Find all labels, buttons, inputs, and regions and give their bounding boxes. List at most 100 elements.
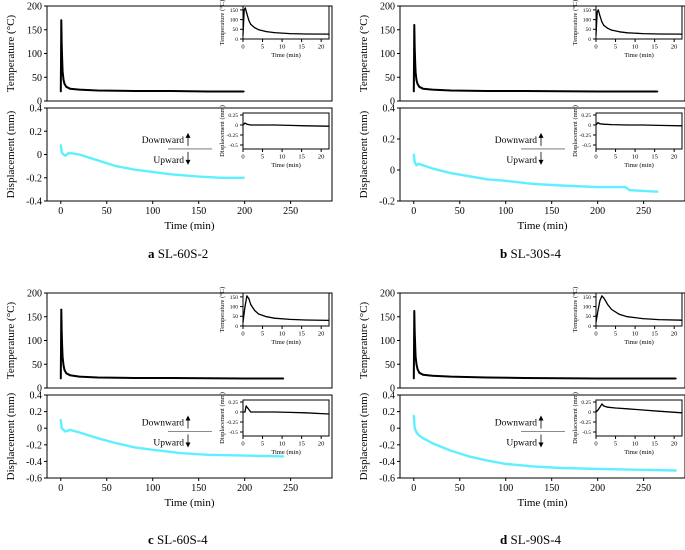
temperature-series-point	[486, 90, 489, 92]
displacement-inset-xtick-label: 15	[651, 441, 658, 448]
temperature-axes-ytick-label: 200	[27, 2, 42, 13]
temperature-inset-line-point	[607, 304, 609, 306]
temperature-inset-xtick-label: 0	[594, 331, 597, 338]
displacement-inset-xtick-label: 5	[261, 441, 264, 448]
temperature-inset-xtick-label: 10	[632, 331, 639, 338]
temperature-inset-line-point	[254, 27, 256, 29]
temperature-series-point	[78, 88, 81, 91]
displacement-axes-xtick-label: 200	[237, 483, 252, 494]
displacement-axes-xtick-label: 150	[191, 483, 206, 494]
displacement-series-point	[421, 437, 425, 440]
temperature-ylabel: Temperature (°C)	[5, 15, 17, 93]
displacement-inset-line-point	[626, 408, 628, 410]
displacement-series-point	[412, 153, 415, 156]
displacement-inset-xtick-label: 5	[614, 441, 617, 448]
displacement-series-point	[68, 428, 72, 431]
downward-label: Downward	[142, 136, 184, 146]
displacement-inset-line-point	[607, 406, 609, 408]
displacement-axes-xtick-label: 150	[191, 206, 206, 217]
temperature-inset-ytick-label: 150	[230, 295, 239, 301]
displacement-inset-ylabel: Displacement (mm)	[219, 392, 226, 444]
temperature-axes-ytick-label: 0	[390, 384, 395, 395]
displacement-axes-ytick-label: -0.4	[26, 457, 42, 468]
displacement-ylabel: Displacement (mm)	[358, 110, 370, 198]
displacement-series-point	[504, 179, 507, 182]
displacement-inset-line-point	[246, 123, 248, 125]
temperature-inset-xlabel: Time (min)	[271, 339, 301, 346]
temperature-inset-ytick-label: 150	[583, 295, 592, 301]
temperature-axes-ytick-label: 150	[380, 312, 395, 323]
temperature-series-point	[486, 376, 489, 379]
temperature-series-point	[656, 90, 659, 93]
temperature-series-point	[413, 331, 416, 333]
displacement-axes-xtick-label: 100	[145, 206, 160, 217]
temperature-inset-ytick-label: 150	[583, 8, 592, 14]
temperature-inset-line-point	[596, 11, 598, 13]
downward-arrow-head	[185, 415, 191, 421]
displacement-inset-background	[596, 400, 682, 436]
displacement-inset-xlabel: Time (min)	[624, 449, 654, 456]
temperature-series-point	[59, 90, 62, 93]
displacement-axes-xtick-label: 0	[58, 483, 63, 494]
temperature-series-point	[415, 79, 418, 81]
temperature-inset-ytick-label: 100	[583, 305, 592, 311]
upward-arrow-head	[538, 442, 544, 448]
displacement-inset-line-point	[289, 411, 291, 413]
displacement-axes-ytick-label: 0.4	[383, 391, 396, 402]
downward-label: Downward	[495, 136, 537, 146]
temperature-inset-background	[243, 293, 329, 326]
temperature-series-point	[133, 90, 136, 92]
upward-arrow-head	[185, 442, 191, 448]
displacement-inset-line-point	[599, 406, 601, 408]
displacement-axes-xtick-label: 200	[590, 206, 605, 217]
displacement-series-point	[412, 414, 415, 417]
temperature-series-point	[413, 46, 416, 49]
displacement-inset-line-point	[244, 411, 246, 413]
temperature-inset-line-point	[626, 32, 628, 34]
displacement-series-point	[421, 164, 425, 167]
temperature-series-point	[282, 377, 285, 380]
displacement-axes-ytick-label: -0.2	[26, 173, 42, 184]
temperature-inset-line-point	[618, 313, 621, 315]
displacement-inset-line-point	[250, 411, 252, 413]
displacement-axes-xtick-label: 0	[58, 206, 63, 217]
temperature-inset-line-point	[599, 300, 601, 302]
displacement-inset-frame	[242, 399, 330, 437]
temperature-inset-line-point	[289, 318, 291, 320]
temperature-inset-line-point	[248, 19, 250, 22]
displacement-series	[59, 145, 244, 180]
caption-c: c SL-60S-4	[148, 532, 208, 548]
downward-label: Downward	[495, 419, 537, 429]
temperature-series-point	[63, 369, 66, 371]
temperature-inset-line-point	[304, 33, 307, 35]
displacement-axes-ytick-label: -0.6	[26, 474, 42, 485]
displacement-inset-line-point	[595, 124, 597, 126]
temperature-series-point	[62, 78, 65, 81]
displacement-series-point	[151, 170, 154, 174]
temperature-series	[59, 19, 244, 93]
temperature-series-point	[413, 24, 416, 26]
displacement-inset-ytick-label: 0.25	[228, 113, 238, 119]
displacement-inset-line-point	[242, 124, 244, 126]
caption-c-letter: c	[148, 532, 154, 547]
temperature-series-point	[431, 88, 434, 91]
temperature-inset-xtick-label: 10	[632, 44, 639, 51]
temperature-series-point	[170, 90, 173, 92]
temperature-series-point	[96, 376, 99, 379]
displacement-inset-xlabel: Time (min)	[624, 162, 654, 169]
displacement-axes-ytick-label: 0.2	[30, 407, 43, 418]
temperature-inset-line-point	[597, 309, 599, 312]
displacement-inset-line-point	[258, 411, 260, 413]
displacement-inset-line-point	[242, 411, 244, 413]
temperature-inset-line-point	[681, 33, 683, 35]
temperature-ylabel: Temperature (°C)	[5, 302, 17, 380]
temperature-ylabel: Temperature (°C)	[358, 15, 370, 93]
displacement-series-point	[70, 152, 73, 155]
displacement-inset-line-point	[245, 405, 247, 407]
displacement-inset-line-point	[626, 124, 628, 126]
displacement-inset-ylabel: Displacement (mm)	[572, 105, 579, 157]
temperature-inset-xtick-label: 5	[261, 331, 264, 338]
temperature-inset-ytick-label: 100	[230, 18, 239, 24]
